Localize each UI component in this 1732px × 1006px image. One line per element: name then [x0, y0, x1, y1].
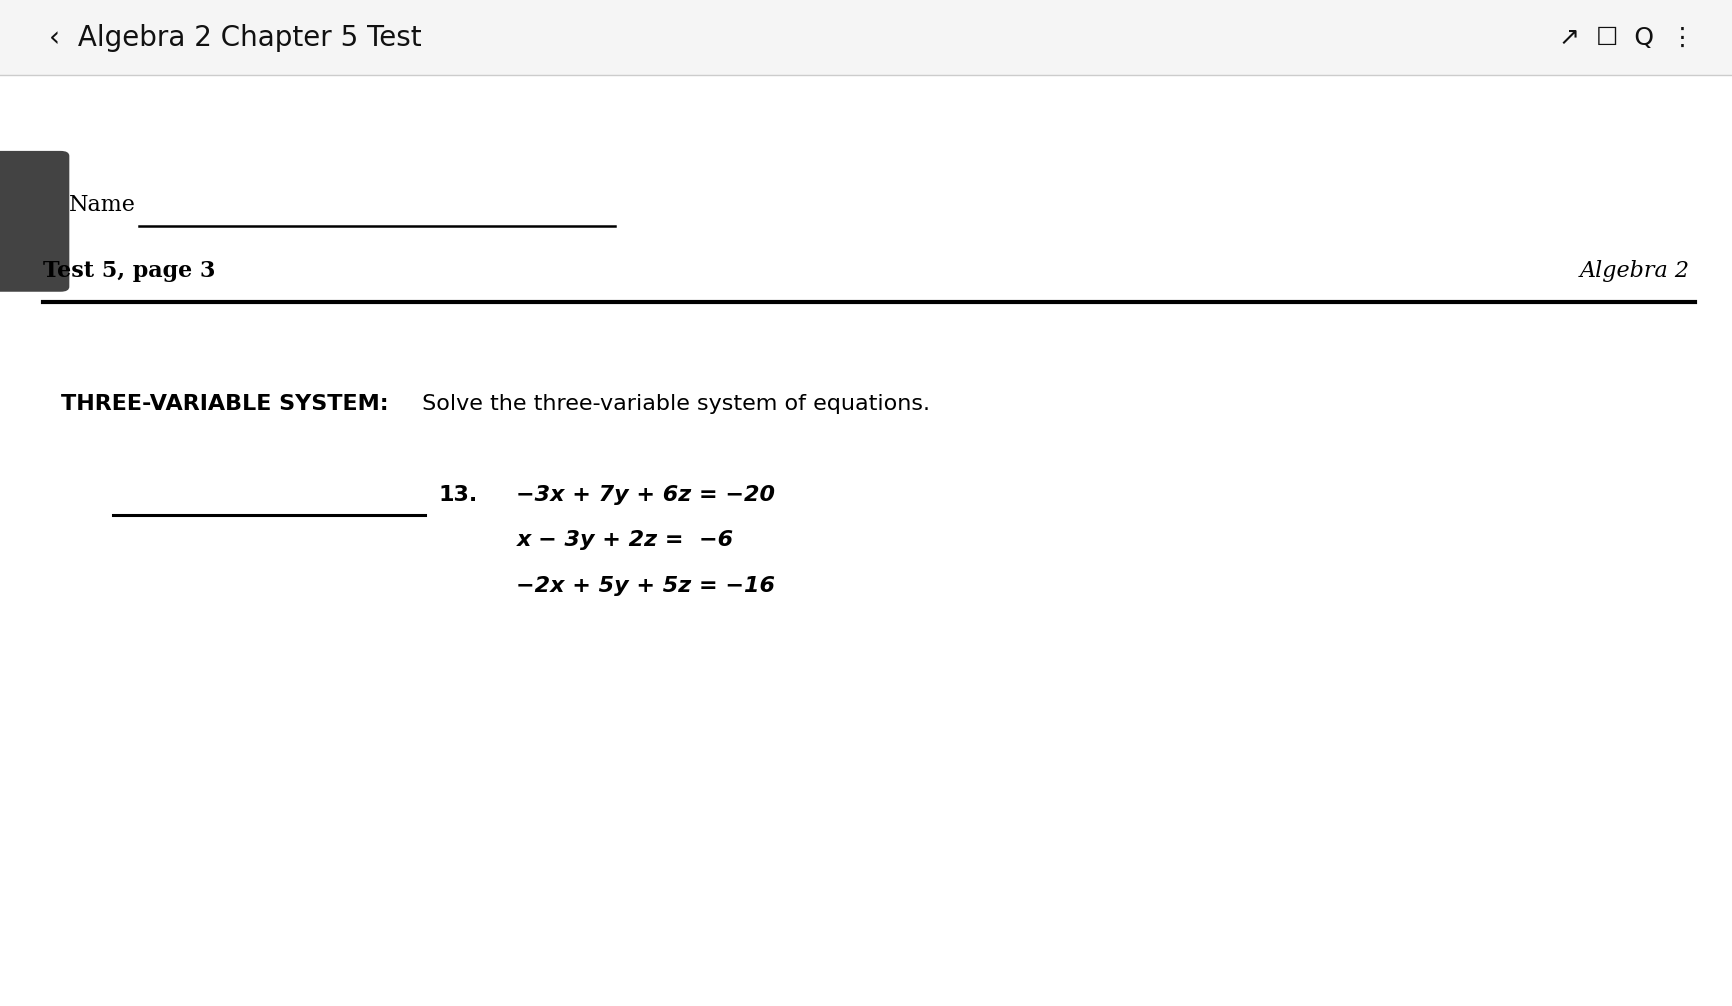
Text: −3x + 7y + 6z = −20: −3x + 7y + 6z = −20 — [516, 485, 774, 505]
FancyBboxPatch shape — [0, 151, 69, 292]
Text: Name: Name — [69, 194, 137, 216]
Text: −2x + 5y + 5z = −16: −2x + 5y + 5z = −16 — [516, 575, 774, 596]
Text: Algebra 2: Algebra 2 — [1580, 260, 1689, 282]
Text: Solve the three-variable system of equations.: Solve the three-variable system of equat… — [416, 394, 930, 414]
Bar — [0, 0, 1732, 75]
Text: 13.: 13. — [438, 485, 478, 505]
Text: ‹  Algebra 2 Chapter 5 Test: ‹ Algebra 2 Chapter 5 Test — [48, 24, 421, 51]
Text: x − 3y + 2z =  −6: x − 3y + 2z = −6 — [516, 530, 733, 550]
Text: Test 5, page 3: Test 5, page 3 — [43, 260, 215, 282]
Text: ↗  ☐  Q  ⋮: ↗ ☐ Q ⋮ — [1559, 26, 1694, 49]
Text: THREE-VARIABLE SYSTEM:: THREE-VARIABLE SYSTEM: — [61, 394, 388, 414]
